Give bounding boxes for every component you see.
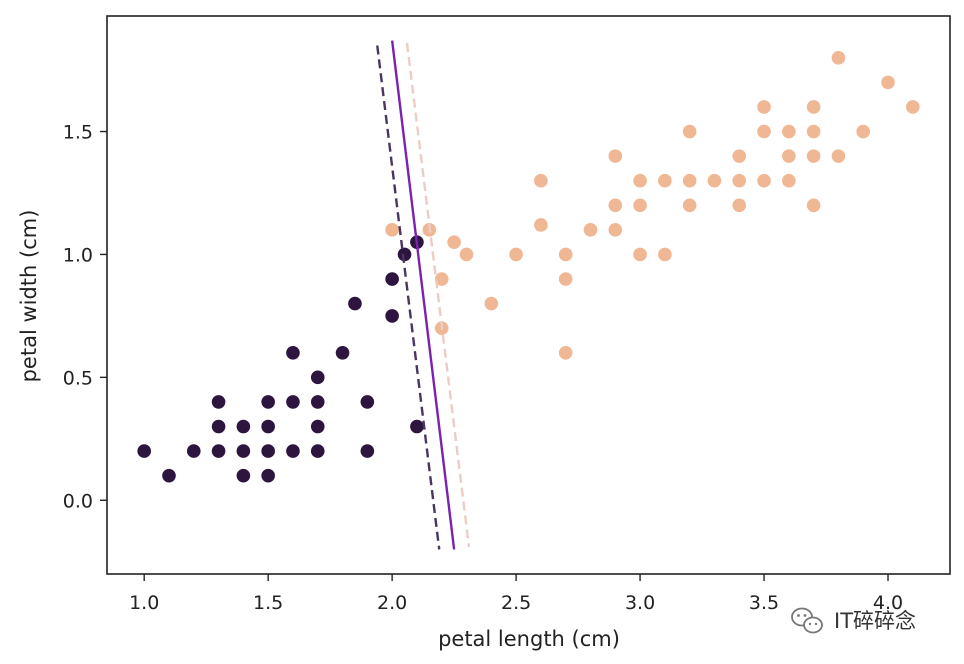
y-tick-label: 1.0 xyxy=(63,244,93,266)
data-point xyxy=(682,198,697,213)
data-point xyxy=(385,272,399,286)
solid-boundary-line xyxy=(390,40,456,550)
data-point xyxy=(682,173,697,188)
y-axis-label: petal width (cm) xyxy=(17,210,41,383)
data-point xyxy=(261,395,275,409)
data-point xyxy=(633,247,647,262)
dashed-boundary-line xyxy=(405,42,471,548)
data-point xyxy=(806,124,821,139)
y-axis: 0.0 0.5 1.0 1.5 xyxy=(63,122,107,512)
data-point xyxy=(658,173,672,188)
data-point xyxy=(261,468,275,483)
data-point xyxy=(608,198,623,213)
data-point xyxy=(236,444,251,458)
data-point xyxy=(310,395,325,409)
data-point xyxy=(186,444,201,458)
data-point xyxy=(286,395,300,409)
y-tick-label: 1.5 xyxy=(63,122,93,144)
data-point xyxy=(211,419,226,434)
data-point xyxy=(261,419,275,434)
data-point xyxy=(782,149,796,163)
data-point xyxy=(732,149,747,163)
data-point xyxy=(261,444,275,458)
data-point xyxy=(534,173,548,188)
data-point xyxy=(236,419,251,434)
data-point xyxy=(608,149,623,163)
boundary-lines xyxy=(376,40,471,550)
data-point xyxy=(236,468,251,483)
x-tick-label: 2.5 xyxy=(501,592,531,614)
x-tick-label: 3.0 xyxy=(625,592,655,614)
dashed-boundary-line xyxy=(376,45,441,550)
data-point xyxy=(385,223,399,237)
data-point xyxy=(484,296,499,311)
x-axis: 1.0 1.5 2.0 2.5 3.0 3.5 4.0 xyxy=(129,574,903,614)
series-0 xyxy=(137,235,424,483)
data-point xyxy=(385,309,399,323)
data-point xyxy=(162,468,176,483)
data-point xyxy=(558,345,573,360)
data-point xyxy=(757,124,771,139)
data-point xyxy=(831,149,846,163)
data-point xyxy=(658,247,672,262)
data-point xyxy=(608,223,623,237)
y-tick-label: 0.5 xyxy=(63,367,93,389)
x-tick-label: 4.0 xyxy=(873,592,903,614)
data-point xyxy=(806,149,821,163)
data-point xyxy=(806,198,821,213)
data-point xyxy=(211,444,226,458)
data-point xyxy=(397,247,412,262)
x-tick-label: 2.0 xyxy=(377,592,407,614)
data-point xyxy=(806,100,821,114)
data-point xyxy=(558,247,573,262)
data-point xyxy=(633,173,647,188)
data-point xyxy=(310,444,325,458)
data-point xyxy=(360,444,375,458)
data-point xyxy=(583,223,598,237)
data-point xyxy=(286,345,300,360)
data-point xyxy=(211,395,226,409)
data-point xyxy=(682,124,697,139)
x-tick-label: 3.5 xyxy=(749,592,779,614)
data-point xyxy=(286,444,300,458)
data-point xyxy=(434,272,449,286)
data-point xyxy=(509,247,523,262)
plot-frame xyxy=(106,15,951,575)
watermark: IT碎碎念 xyxy=(791,607,916,634)
x-axis-label: petal length (cm) xyxy=(438,627,620,651)
data-point xyxy=(782,124,796,139)
x-tick-label: 1.5 xyxy=(253,592,283,614)
data-point xyxy=(534,218,548,232)
data-point xyxy=(707,173,722,188)
data-point xyxy=(757,100,771,114)
data-point xyxy=(137,444,151,458)
data-point xyxy=(459,247,474,262)
data-point xyxy=(732,173,747,188)
data-point xyxy=(831,50,846,65)
data-point xyxy=(856,124,871,139)
x-tick-label: 1.0 xyxy=(129,592,159,614)
data-point xyxy=(782,173,796,188)
data-point xyxy=(310,370,325,385)
data-point xyxy=(757,173,771,188)
data-point xyxy=(881,75,895,90)
data-point xyxy=(906,100,920,114)
axis-labels: petal length (cm) petal width (cm) xyxy=(17,210,620,651)
data-point xyxy=(360,395,375,409)
data-point xyxy=(310,419,325,434)
data-point xyxy=(335,345,350,360)
y-tick-label: 0.0 xyxy=(63,490,93,512)
wechat-icon xyxy=(791,607,823,634)
data-point xyxy=(633,198,647,213)
data-point xyxy=(558,272,573,286)
watermark-text: IT碎碎念 xyxy=(834,609,916,633)
series-1 xyxy=(385,50,920,360)
data-point xyxy=(447,235,461,249)
data-point xyxy=(410,419,424,434)
data-point xyxy=(732,198,747,213)
data-point xyxy=(348,296,362,311)
